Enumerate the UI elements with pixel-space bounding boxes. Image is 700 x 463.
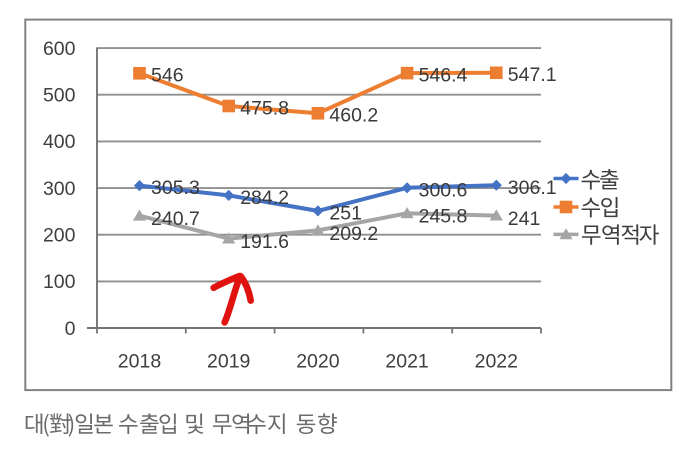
svg-text:400: 400 [43, 131, 76, 153]
svg-text:306.1: 306.1 [508, 177, 557, 199]
svg-text:240.7: 240.7 [151, 208, 200, 230]
svg-text:305.3: 305.3 [151, 177, 200, 199]
svg-text:2018: 2018 [118, 351, 161, 373]
svg-text:245.8: 245.8 [419, 206, 468, 228]
svg-text:200: 200 [43, 225, 76, 247]
svg-text:209.2: 209.2 [329, 223, 378, 245]
svg-text:251: 251 [329, 203, 362, 225]
svg-text:475.8: 475.8 [240, 97, 289, 119]
svg-text:100: 100 [43, 271, 76, 293]
svg-text:500: 500 [43, 85, 76, 107]
svg-text:546.4: 546.4 [419, 64, 468, 86]
svg-text:600: 600 [43, 38, 76, 60]
svg-text:300.6: 300.6 [419, 179, 468, 201]
svg-text:546: 546 [151, 65, 184, 87]
svg-text:547.1: 547.1 [508, 64, 557, 86]
svg-text:2019: 2019 [207, 351, 250, 373]
svg-text:2020: 2020 [296, 351, 340, 373]
svg-text:2022: 2022 [475, 351, 518, 373]
svg-text:191.6: 191.6 [240, 231, 289, 253]
svg-text:300: 300 [43, 178, 76, 200]
svg-text:460.2: 460.2 [329, 105, 378, 127]
svg-text:284.2: 284.2 [240, 187, 289, 209]
svg-text:2021: 2021 [385, 351, 428, 373]
svg-text:241: 241 [508, 208, 541, 230]
svg-text:0: 0 [65, 318, 76, 340]
